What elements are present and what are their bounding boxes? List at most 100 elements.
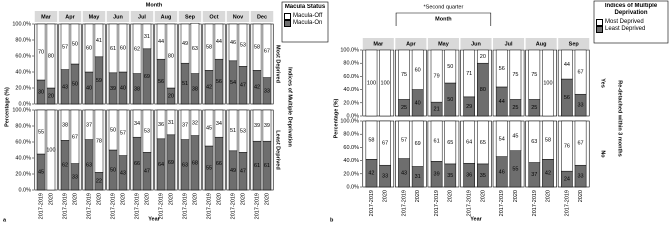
data-label: 100 [46,147,55,153]
data-label: 29 [466,104,472,110]
bar-segment [379,120,391,166]
bar-segment [214,23,224,60]
data-label: 50 [447,97,453,103]
legend-item: Most Deprived [596,19,666,26]
data-label: 67 [577,141,583,147]
x-tick-label: 2020 [240,193,246,205]
data-label: 25 [531,105,537,111]
x-tick-label: 2017-2019 [63,193,69,219]
x-tick-label: 2020 [480,190,486,202]
row-title: Re-detached within 3 months [617,80,623,156]
data-label: 71 [466,71,472,77]
bar-segment [411,49,424,90]
bar-segment [118,23,128,73]
y-tick-label: 40.0% [343,87,359,93]
x-axis-title: Year [470,216,482,222]
bar-segment [365,49,378,117]
legend-title: Indices of Multiple Deprivation [604,3,658,16]
bar-segment [190,109,200,136]
bar-segment [142,23,152,50]
x-tick-label: 2020 [383,190,389,202]
legend-label: Macula-Off [293,13,323,19]
x-tick-label: 2020 [415,190,421,202]
bar-segment [94,109,104,173]
x-tick-label: 2020 [578,190,584,202]
x-tick-label: 2020 [120,193,126,205]
data-label: 53 [240,129,246,135]
data-label: 56 [499,66,505,72]
bar-segment [444,120,457,165]
column-title: Month [146,2,163,8]
x-tick-label: 2020 [72,193,78,205]
y-axis-title: Percentage (%) [4,87,10,127]
strip [395,38,427,49]
legend-content: Indices of Multiple Deprivation Most Depr… [596,3,666,33]
y-tick-label: 100.0% [12,107,31,113]
bar-segment [528,49,541,100]
x-axis-title: Year [148,216,160,222]
bar-segment [398,120,410,159]
bar-segment [94,23,104,58]
x-tick-label: 2020 [448,190,454,202]
data-label: 20 [168,93,174,99]
x-tick-label: 2020 [192,193,198,205]
data-label: 47 [144,169,150,175]
legend-swatch [284,13,291,20]
data-label: 37 [182,122,188,128]
data-label: 21 [434,107,440,113]
x-tick-label: 2017-2019 [499,190,505,216]
bar-segment [60,109,70,141]
column-label: Sep [185,14,196,20]
bar-segment [70,23,80,65]
column-label: Apr [65,14,75,20]
column-label: Mar [373,41,384,47]
data-label: 67 [382,141,388,147]
bar-segment [542,120,554,160]
legend-item: Least Deprived [596,26,666,33]
bar-segment [36,23,46,81]
strip [130,11,154,22]
data-label: 63 [531,139,537,145]
bar-segment [228,109,238,152]
data-label: 33 [72,174,78,180]
legend-swatch [596,19,603,26]
data-label: 50 [72,41,78,47]
strip [493,38,525,49]
data-label: 75 [401,72,407,78]
x-tick-label: 2017-2019 [207,193,213,219]
panel-label: b [330,217,334,223]
column-label: May [438,41,450,47]
legend-label: Least Deprived [605,26,646,32]
x-tick-label: 2017-2019 [111,193,117,219]
bar-segment [509,120,522,151]
data-label: 100 [367,80,376,86]
data-label: 36 [466,173,472,179]
x-tick-label: 2017-2019 [401,190,407,216]
x-tick-label: 2017-2019 [39,193,45,219]
x-tick-label: 2017-2019 [135,193,141,219]
data-label: 63 [182,162,188,168]
strip [178,11,202,22]
y-tick-label: 0.0% [346,113,359,119]
x-tick-label: 2017-2019 [231,193,237,219]
data-label: 37 [86,122,92,128]
bar-segment [238,23,248,67]
strip [525,38,557,49]
panel-label: a [3,217,7,223]
bar-segment [46,23,56,89]
data-label: 63 [86,162,92,168]
row-label: No [600,150,606,158]
y-tick-label: 80.0% [343,61,359,67]
bar-segment [180,109,190,140]
data-label: 58 [368,138,374,144]
x-tick-label: 2020 [545,190,551,202]
data-label: 38 [192,86,198,92]
data-label: 39 [254,123,260,129]
bar-segment [60,23,70,70]
x-tick-label: 2017-2019 [434,190,440,216]
bar-segment [495,120,508,157]
data-label: 31 [144,34,150,40]
row-title: Indices of Multiple Deprivation [287,67,293,147]
strip [82,11,106,22]
bar-segment [574,120,587,166]
